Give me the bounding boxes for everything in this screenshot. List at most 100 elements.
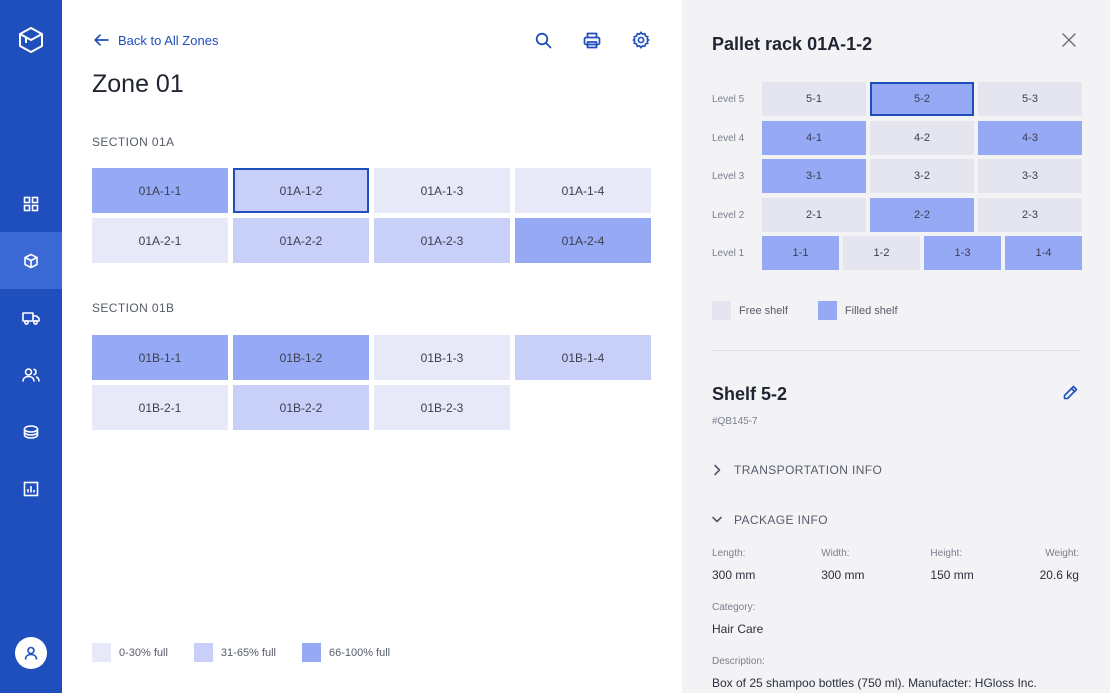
width-label: Width:: [821, 548, 850, 559]
rack-cell-01b-2-3[interactable]: 01B-2-3: [374, 385, 510, 430]
back-link-label: Back to All Zones: [118, 32, 219, 48]
rack-cell-01a-1-1[interactable]: 01A-1-1: [92, 168, 228, 213]
legend-swatch-free: [712, 301, 731, 320]
legend-item-free: Free shelf: [712, 301, 788, 320]
pencil-icon: [1063, 385, 1077, 399]
weight-label: Weight:: [1045, 548, 1079, 559]
arrow-left-icon: [94, 34, 109, 46]
sidebar-item-warehouse[interactable]: [0, 232, 62, 289]
shelf-cell-4-3[interactable]: 4-3: [978, 121, 1082, 155]
rack-level-row: Level 3 3-1 3-2 3-3: [712, 159, 1082, 193]
rack-level-shelves: 1-1 1-2 1-3 1-4: [762, 236, 1082, 270]
legend-swatch-high: [301, 643, 321, 662]
width-value: 300 mm: [821, 568, 865, 582]
rack-level-shelves: 2-1 2-2 2-3: [762, 198, 1082, 232]
panel-title: Pallet rack 01A-1-2: [712, 34, 873, 54]
divider: [712, 350, 1079, 351]
edit-shelf-button[interactable]: [1061, 383, 1079, 401]
chart-icon: [23, 481, 39, 496]
back-to-zones-link[interactable]: Back to All Zones: [94, 30, 218, 50]
category-label: Category:: [712, 602, 756, 613]
shelf-cell-2-1[interactable]: 2-1: [762, 198, 866, 232]
sidebar-item-dashboard[interactable]: [0, 175, 62, 232]
rack-level-row: Level 2 2-1 2-2 2-3: [712, 198, 1082, 232]
rack-cell-01b-1-4[interactable]: 01B-1-4: [515, 335, 651, 380]
print-button[interactable]: [581, 29, 603, 51]
shelf-cell-1-3[interactable]: 1-3: [924, 236, 1001, 270]
rack-cell-01a-2-3[interactable]: 01A-2-3: [374, 218, 510, 263]
category-value: Hair Care: [712, 622, 764, 636]
accordion-package-info[interactable]: PACKAGE INFO: [712, 513, 828, 527]
users-icon: [22, 367, 40, 382]
legend-swatch-low: [92, 643, 111, 662]
shelf-cell-4-1[interactable]: 4-1: [762, 121, 866, 155]
legend-label-filled: Filled shelf: [844, 304, 898, 317]
rack-cell-01a-2-2[interactable]: 01A-2-2: [233, 218, 369, 263]
sidebar: [0, 0, 62, 693]
sidebar-item-users[interactable]: [0, 346, 62, 403]
legend-swatch-mid: [193, 643, 213, 662]
box-icon: [24, 253, 38, 268]
search-icon: [535, 32, 551, 48]
accordion-transportation-info[interactable]: TRANSPORTATION INFO: [712, 463, 882, 477]
rack-cell-01a-1-4[interactable]: 01A-1-4: [515, 168, 651, 213]
section-title-01a: SECTION 01A: [92, 135, 175, 149]
shelf-cell-4-2[interactable]: 4-2: [870, 121, 974, 155]
rack-cell-01a-1-3[interactable]: 01A-1-3: [374, 168, 510, 213]
rack-level-row: Level 5 5-1 5-2 5-3: [712, 82, 1082, 116]
rack-cell-01b-2-2[interactable]: 01B-2-2: [233, 385, 369, 430]
category-field: Category: Hair Care: [712, 602, 763, 636]
rack-cell-01a-1-2[interactable]: 01A-1-2: [233, 168, 369, 213]
dimension-length: Length: 300 mm: [712, 548, 755, 582]
length-value: 300 mm: [712, 568, 756, 582]
length-label: Length:: [712, 548, 746, 559]
shelf-cell-1-1[interactable]: 1-1: [762, 236, 839, 270]
rack-cell-01b-1-3[interactable]: 01B-1-3: [374, 335, 510, 380]
rack-level-label: Level 2: [712, 209, 745, 221]
avatar[interactable]: [15, 637, 47, 669]
close-panel-button[interactable]: [1059, 30, 1079, 50]
shelf-title: Shelf 5-2: [712, 384, 788, 404]
gear-icon: [632, 31, 650, 49]
legend-item-mid: 31-65% full: [193, 643, 276, 662]
legend-label-free: Free shelf: [739, 304, 788, 317]
dimension-weight: Weight: 20.6 kg: [1040, 548, 1079, 582]
shelf-cell-1-2[interactable]: 1-2: [843, 236, 920, 270]
rack-level-label: Level 5: [712, 93, 745, 105]
shelf-cell-1-4[interactable]: 1-4: [1005, 236, 1082, 270]
shelf-cell-5-2[interactable]: 5-2: [870, 82, 974, 116]
shelf-cell-3-1[interactable]: 3-1: [762, 159, 866, 193]
print-icon: [583, 32, 601, 48]
legend-item-filled: Filled shelf: [817, 301, 898, 320]
shelf-cell-5-3[interactable]: 5-3: [978, 82, 1082, 116]
shelf-cell-2-3[interactable]: 2-3: [978, 198, 1082, 232]
legend-label-mid: 31-65% full: [220, 646, 276, 659]
shelf-cell-5-1[interactable]: 5-1: [762, 82, 866, 116]
coins-icon: [23, 424, 39, 439]
user-icon: [24, 646, 38, 660]
height-label: Height:: [930, 548, 963, 559]
search-button[interactable]: [532, 29, 554, 51]
dimension-height: Height: 150 mm: [930, 548, 973, 582]
rack-cell-01a-2-4[interactable]: 01A-2-4: [515, 218, 651, 263]
legend-swatch-filled: [817, 301, 837, 320]
truck-icon: [22, 311, 40, 325]
shelf-cell-3-2[interactable]: 3-2: [870, 159, 974, 193]
shelf-cell-3-3[interactable]: 3-3: [978, 159, 1082, 193]
section-title-01b: SECTION 01B: [92, 301, 175, 315]
sidebar-item-reports[interactable]: [0, 460, 62, 517]
logo-cube-icon[interactable]: [0, 24, 62, 56]
sidebar-item-delivery[interactable]: [0, 289, 62, 346]
shelf-cell-2-2[interactable]: 2-2: [870, 198, 974, 232]
close-icon: [1062, 33, 1076, 47]
legend-item-low: 0-30% full: [92, 643, 168, 662]
rack-cell-01a-2-1[interactable]: 01A-2-1: [92, 218, 228, 263]
dashboard-grid-icon: [23, 196, 39, 211]
settings-button[interactable]: [630, 29, 652, 51]
rack-cell-01b-1-2[interactable]: 01B-1-2: [233, 335, 369, 380]
page-title: Zone 01: [92, 70, 184, 98]
sidebar-item-finance[interactable]: [0, 403, 62, 460]
rack-cell-01b-1-1[interactable]: 01B-1-1: [92, 335, 228, 380]
dimension-width: Width: 300 mm: [821, 548, 864, 582]
rack-cell-01b-2-1[interactable]: 01B-2-1: [92, 385, 228, 430]
